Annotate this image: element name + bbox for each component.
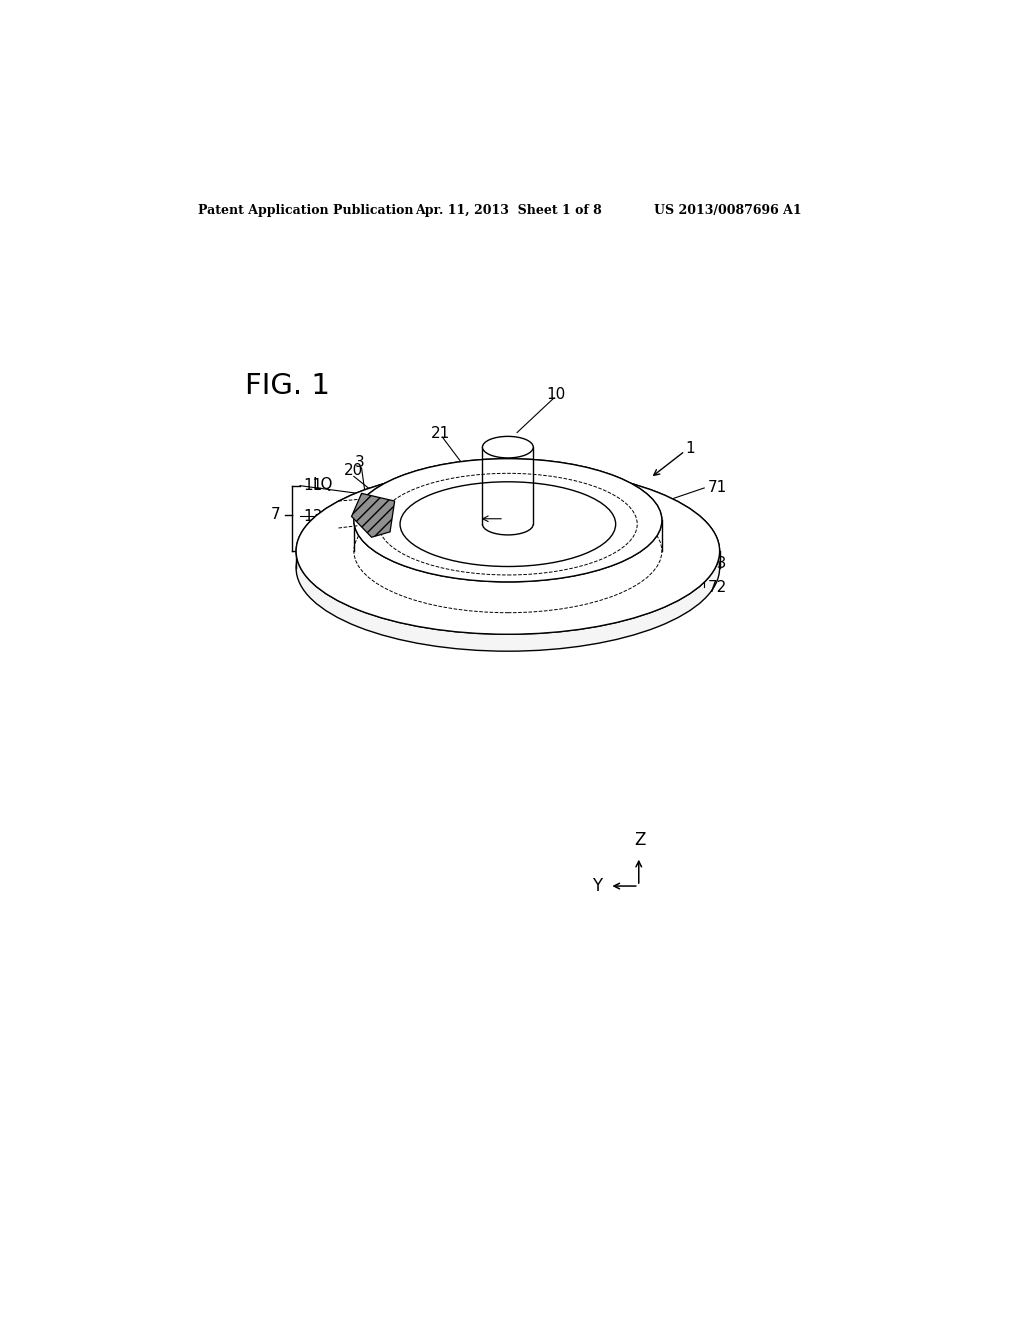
Text: 11: 11 (303, 478, 323, 494)
Text: Apr. 11, 2013  Sheet 1 of 8: Apr. 11, 2013 Sheet 1 of 8 (416, 205, 602, 218)
Text: 2: 2 (419, 473, 428, 487)
Text: 20: 20 (344, 463, 364, 478)
Text: 1: 1 (685, 441, 695, 457)
Text: 12: 12 (303, 544, 323, 558)
Ellipse shape (354, 459, 662, 582)
Ellipse shape (493, 562, 523, 574)
Ellipse shape (296, 484, 720, 651)
Ellipse shape (493, 574, 523, 586)
Ellipse shape (482, 437, 534, 458)
Text: 10: 10 (547, 387, 566, 401)
Text: Patent Application Publication: Patent Application Publication (199, 205, 414, 218)
Text: 7: 7 (270, 507, 281, 521)
Polygon shape (351, 494, 394, 537)
Text: FIG. 1: FIG. 1 (245, 371, 330, 400)
Text: LQ: LQ (312, 477, 333, 491)
Text: 73: 73 (708, 556, 727, 572)
Ellipse shape (296, 467, 720, 635)
Ellipse shape (400, 482, 615, 566)
Ellipse shape (354, 459, 662, 582)
Text: 21: 21 (430, 426, 450, 441)
Text: 72: 72 (708, 579, 727, 595)
Ellipse shape (296, 467, 720, 635)
Text: 3: 3 (354, 455, 365, 470)
Text: 4: 4 (609, 491, 618, 506)
Text: Y: Y (592, 876, 602, 895)
Text: 71: 71 (708, 480, 727, 495)
Text: 13: 13 (303, 510, 323, 524)
Text: Z: Z (635, 832, 646, 849)
Text: US 2013/0087696 A1: US 2013/0087696 A1 (654, 205, 802, 218)
